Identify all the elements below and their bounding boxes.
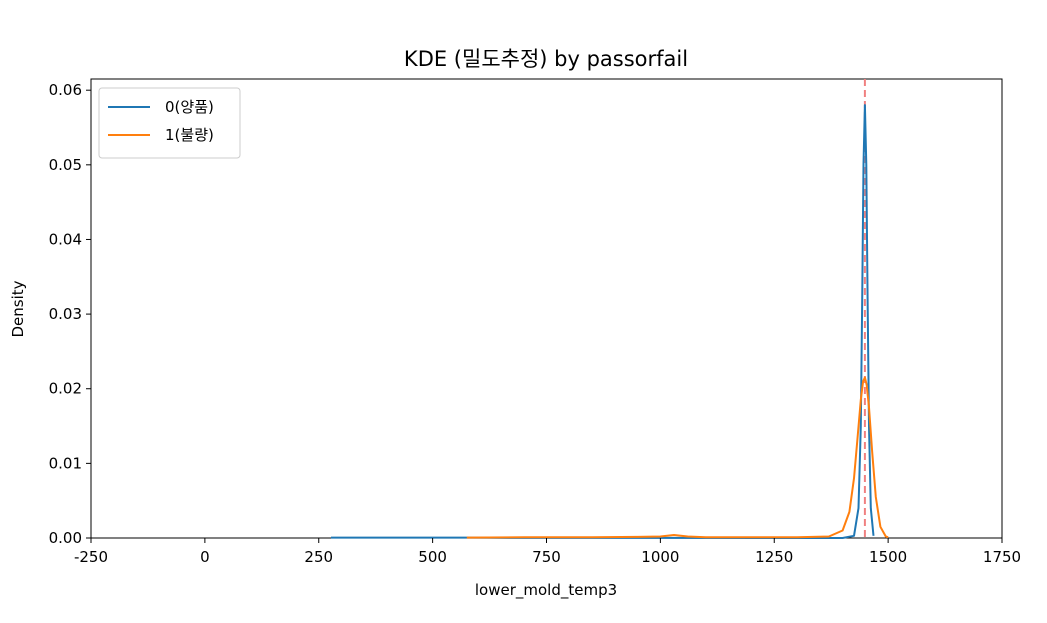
chart-title: KDE (밀도추정) by passorfail [404, 47, 688, 71]
legend-label: 1(불량) [165, 126, 214, 144]
y-tick-label: 0.04 [49, 230, 82, 248]
x-tick-label: 1500 [869, 548, 907, 566]
series-group [331, 104, 889, 539]
x-tick-label: 1000 [641, 548, 679, 566]
x-tick-label: 1250 [755, 548, 793, 566]
y-tick-label: 0.00 [49, 529, 82, 547]
series-line-1 [466, 376, 889, 539]
y-tick-label: 0.02 [49, 380, 82, 398]
legend-box [98, 87, 241, 159]
x-tick-label: 500 [418, 548, 447, 566]
y-tick-label: 0.05 [49, 156, 82, 174]
x-tick-label: 0 [200, 548, 210, 566]
x-tick-label: 1750 [983, 548, 1021, 566]
y-axis-label: Density [9, 280, 27, 337]
x-axis: -250 0 250 500 750 1000 1250 1500 1750 [74, 538, 1021, 566]
x-tick-label: -250 [74, 548, 108, 566]
y-tick-label: 0.01 [49, 454, 82, 472]
y-tick-label: 0.06 [49, 81, 82, 99]
x-tick-label: 750 [532, 548, 561, 566]
y-axis: 0.00 0.01 0.02 0.03 0.04 0.05 0.06 [49, 81, 91, 547]
legend-label: 0(양품) [165, 98, 214, 116]
y-tick-label: 0.03 [49, 305, 82, 323]
series-line-0 [331, 104, 875, 539]
x-tick-label: 250 [304, 548, 333, 566]
x-axis-label: lower_mold_temp3 [475, 581, 617, 600]
legend: 0(양품) 1(불량) [98, 87, 241, 159]
